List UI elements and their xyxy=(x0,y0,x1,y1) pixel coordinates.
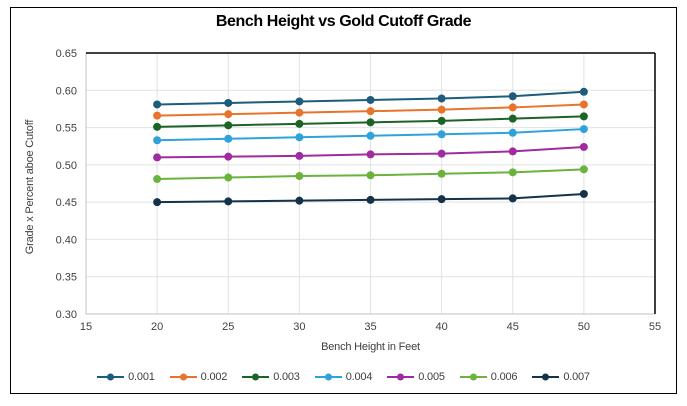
data-point-0.001 xyxy=(508,92,517,101)
data-point-0.003 xyxy=(437,116,446,125)
data-point-0.006 xyxy=(437,169,446,178)
data-point-0.007 xyxy=(153,198,162,207)
data-point-0.005 xyxy=(295,151,304,160)
data-point-0.006 xyxy=(508,168,517,177)
legend-marker-icon xyxy=(532,373,560,381)
legend-label: 0.005 xyxy=(418,371,445,383)
y-tick-label: 0.60 xyxy=(56,85,77,97)
legend-label: 0.003 xyxy=(273,371,300,383)
data-point-0.001 xyxy=(224,98,233,107)
data-point-0.007 xyxy=(508,194,517,203)
data-point-0.007 xyxy=(579,189,588,198)
legend-label: 0.004 xyxy=(345,371,373,383)
legend-marker-icon xyxy=(314,373,342,381)
data-point-0.006 xyxy=(224,173,233,182)
data-point-0.001 xyxy=(153,100,162,109)
data-point-0.002 xyxy=(366,107,375,116)
chart-title: Bench Height vs Gold Cutoff Grade xyxy=(215,13,472,30)
data-point-0.005 xyxy=(224,152,233,161)
y-tick-label: 0.35 xyxy=(56,272,77,284)
x-tick-label: 20 xyxy=(151,321,163,333)
legend-item-0.007: 0.007 xyxy=(532,371,590,383)
y-tick-label: 0.50 xyxy=(56,160,77,172)
data-point-0.001 xyxy=(295,97,304,106)
x-tick-label: 35 xyxy=(364,321,376,333)
data-point-0.003 xyxy=(224,121,233,130)
legend-marker-icon xyxy=(169,373,197,381)
legend-item-0.001: 0.001 xyxy=(97,371,155,383)
data-point-0.003 xyxy=(295,119,304,128)
legend-item-0.004: 0.004 xyxy=(314,371,373,383)
data-point-0.004 xyxy=(437,130,446,139)
x-tick-label: 55 xyxy=(649,321,661,333)
data-point-0.004 xyxy=(508,128,517,137)
data-point-0.007 xyxy=(437,195,446,204)
legend-marker-icon xyxy=(97,373,125,381)
data-point-0.004 xyxy=(153,136,162,145)
data-point-0.002 xyxy=(295,108,304,117)
data-point-0.006 xyxy=(153,175,162,184)
x-tick-label: 25 xyxy=(222,321,234,333)
data-point-0.004 xyxy=(295,133,304,142)
data-point-0.007 xyxy=(224,197,233,206)
legend-label: 0.001 xyxy=(128,371,155,383)
data-point-0.003 xyxy=(366,118,375,127)
x-tick-label: 50 xyxy=(578,321,590,333)
data-point-0.001 xyxy=(366,95,375,104)
y-tick-label: 0.55 xyxy=(56,123,77,135)
data-point-0.002 xyxy=(508,103,517,112)
data-point-0.003 xyxy=(579,112,588,121)
x-tick-label: 15 xyxy=(80,321,92,333)
x-tick-label: 40 xyxy=(436,321,448,333)
legend-label: 0.002 xyxy=(200,371,228,383)
data-point-0.007 xyxy=(295,196,304,205)
legend-item-0.005: 0.005 xyxy=(387,371,445,383)
data-point-0.004 xyxy=(366,131,375,140)
data-point-0.003 xyxy=(508,114,517,123)
data-point-0.005 xyxy=(508,147,517,156)
data-point-0.002 xyxy=(153,111,162,120)
legend-marker-icon xyxy=(459,373,487,381)
data-point-0.006 xyxy=(579,165,588,174)
y-tick-label: 0.30 xyxy=(56,309,77,321)
legend: 0.001 0.002 0.003 0.004 0.005 0.006 0.007 xyxy=(11,368,676,386)
data-point-0.002 xyxy=(224,110,233,119)
data-point-0.005 xyxy=(579,142,588,151)
legend-marker-icon xyxy=(387,373,415,381)
y-tick-label: 0.45 xyxy=(56,197,77,209)
data-point-0.005 xyxy=(437,149,446,158)
legend-label: 0.007 xyxy=(563,371,590,383)
x-axis-title: Bench Height in Feet xyxy=(321,341,420,353)
data-point-0.002 xyxy=(437,105,446,114)
data-point-0.003 xyxy=(153,122,162,131)
data-point-0.001 xyxy=(437,94,446,103)
legend-item-0.006: 0.006 xyxy=(459,371,518,383)
legend-marker-icon xyxy=(242,373,270,381)
data-point-0.002 xyxy=(579,100,588,109)
data-point-0.005 xyxy=(366,150,375,159)
legend-item-0.002: 0.002 xyxy=(169,371,228,383)
legend-label: 0.006 xyxy=(490,371,518,383)
data-point-0.006 xyxy=(295,172,304,181)
data-point-0.005 xyxy=(153,153,162,162)
data-point-0.007 xyxy=(366,195,375,204)
data-point-0.006 xyxy=(366,171,375,180)
data-point-0.004 xyxy=(224,134,233,143)
data-point-0.001 xyxy=(579,87,588,96)
x-tick-label: 45 xyxy=(507,321,519,333)
y-tick-label: 0.40 xyxy=(56,234,77,246)
x-tick-label: 30 xyxy=(293,321,305,333)
y-tick-label: 0.65 xyxy=(56,48,77,60)
data-point-0.004 xyxy=(579,125,588,134)
legend-item-0.003: 0.003 xyxy=(242,371,300,383)
